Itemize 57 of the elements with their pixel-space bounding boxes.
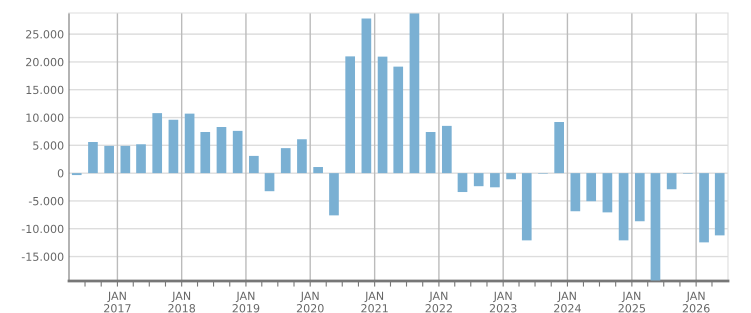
y-tick-label: 5.000 (33, 141, 64, 150)
bar (184, 114, 194, 174)
bar (88, 142, 98, 174)
bar (506, 173, 516, 180)
bar (329, 173, 339, 216)
bar (602, 173, 612, 212)
y-tick-label: 20.000 (26, 58, 64, 66)
bar (474, 173, 484, 186)
bar (168, 120, 178, 174)
x-tick-label: JAN 2024 (554, 292, 581, 312)
bar (634, 173, 645, 222)
bar (104, 146, 114, 174)
x-tick-label: JAN 2020 (296, 292, 324, 312)
y-tick-label: 15.000 (26, 86, 64, 94)
bar (232, 130, 243, 174)
x-tick-label: JAN 2019 (232, 292, 260, 312)
bar (490, 173, 500, 188)
x-tick-label: JAN 2017 (104, 292, 131, 312)
bar (522, 173, 532, 240)
bar (426, 132, 436, 174)
bar (249, 156, 259, 174)
bar (216, 126, 226, 174)
x-tick-label: JAN 2018 (168, 292, 196, 312)
bar (313, 167, 323, 174)
bar (410, 14, 420, 174)
y-tick-label: 25.000 (26, 30, 64, 39)
x-tick-label: JAN 2025 (618, 292, 646, 312)
x-tick-label: JAN 2023 (490, 292, 516, 312)
bar (297, 139, 307, 174)
bar (136, 144, 146, 174)
y-tick-label: -5.000 (28, 196, 64, 206)
x-tick-label: JAN 2026 (682, 292, 710, 312)
bar (586, 173, 596, 202)
y-tick-label: 0 (58, 169, 64, 178)
bar (458, 173, 468, 192)
bar (362, 18, 372, 174)
bar (152, 113, 162, 174)
x-tick-label: JAN 2021 (361, 292, 388, 312)
bar (650, 173, 660, 280)
bar (280, 148, 291, 174)
bar (264, 173, 274, 192)
y-tick-label: -10.000 (22, 224, 64, 234)
bar (120, 146, 130, 174)
bar (699, 173, 709, 242)
bar (378, 56, 388, 174)
bar (442, 126, 452, 174)
y-tick-label: 10.000 (26, 114, 64, 122)
bar (393, 66, 404, 174)
bar (554, 122, 564, 174)
bar (345, 56, 356, 174)
x-tick-label: JAN 2022 (426, 292, 452, 312)
bar (200, 132, 210, 174)
bar (618, 173, 628, 240)
bar (714, 173, 725, 236)
bar (666, 173, 676, 190)
y-tick-label: -15.000 (22, 252, 64, 261)
bar (570, 173, 580, 212)
